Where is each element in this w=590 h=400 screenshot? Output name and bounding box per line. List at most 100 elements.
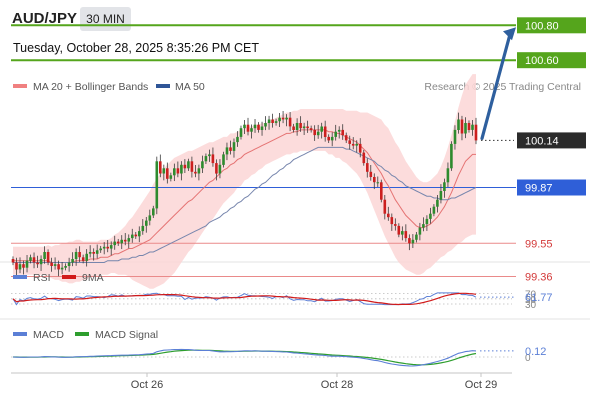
last-price-tag: [517, 132, 586, 149]
candle-bull: [330, 136, 334, 141]
candle-bear: [327, 136, 330, 141]
candle-bull: [464, 123, 467, 134]
candle-bull: [201, 161, 204, 169]
candle-bear: [50, 262, 53, 266]
candle-bull: [415, 234, 418, 240]
candle-bull: [250, 128, 253, 132]
candle-bull: [102, 246, 106, 249]
candle-bull: [432, 206, 436, 214]
candle-bear: [15, 262, 18, 270]
candle-bear: [271, 119, 274, 123]
candle-bear: [467, 123, 471, 130]
candle-bear: [474, 124, 478, 141]
legend-label-rsi-ma: 9MA: [82, 272, 104, 284]
legend-swatch-ma50: [156, 84, 170, 88]
candle-bull: [285, 117, 288, 120]
candle-bull: [453, 129, 457, 144]
candle-bull: [471, 124, 474, 130]
projection-arrow-shaft: [480, 32, 512, 141]
candle-bull: [439, 191, 443, 200]
candle-bear: [404, 231, 408, 239]
level-tag-text: 100.80: [525, 20, 559, 32]
candle-bull: [173, 168, 176, 176]
candle-bear: [194, 171, 197, 174]
candle-bear: [390, 217, 394, 225]
candle-bear: [373, 177, 376, 183]
legend-label-macd: MACD: [33, 329, 64, 341]
legend-swatch-rsi-ma: [62, 275, 76, 279]
candle-bull: [264, 123, 267, 127]
candle-bull: [39, 259, 43, 265]
bollinger-band-fill: [13, 74, 476, 289]
candle-bear: [211, 154, 215, 164]
projection-arrow: [480, 27, 516, 141]
rsi-tick-label: 50: [525, 295, 537, 306]
candle-bear: [159, 161, 162, 174]
candle-bear: [176, 168, 180, 174]
candle-bear: [309, 128, 313, 130]
candle-bull: [376, 182, 380, 184]
candle-bull: [222, 154, 225, 165]
candle-bear: [11, 259, 15, 263]
candle-bull: [429, 213, 432, 219]
candle-bull: [18, 264, 22, 270]
candle-bull: [131, 234, 134, 239]
candle-bear: [36, 262, 39, 265]
candle-bull: [127, 238, 131, 242]
x-axis: Oct 26 Oct 28 Oct 29: [131, 373, 497, 391]
candle-bull: [208, 154, 211, 157]
candle-bull: [99, 248, 102, 251]
candle-bull: [88, 252, 92, 254]
candle-bull: [187, 161, 190, 169]
candle-bull: [443, 182, 446, 191]
projection-arrowhead: [503, 27, 516, 41]
candle-bear: [460, 119, 464, 134]
candle-bear: [323, 126, 327, 137]
candle-bear: [341, 129, 344, 136]
level-tag-100.80: [517, 17, 586, 34]
ma20-line: [13, 129, 476, 263]
level-text-99.55: 99.55: [525, 238, 553, 250]
candle-bull: [334, 131, 337, 137]
candle-bull: [180, 164, 183, 174]
macd-last-label: 0.12: [525, 346, 546, 358]
candle-bull: [162, 168, 166, 174]
legend-swatch-macd-signal: [75, 332, 89, 336]
candle-bear: [292, 126, 295, 130]
candle-bull: [320, 126, 323, 132]
candle-bull: [71, 259, 74, 263]
candle-bear: [281, 117, 285, 120]
candle-bull: [74, 252, 78, 259]
timeframe-badge[interactable]: 30 MIN: [80, 7, 131, 31]
candle-bear: [123, 239, 127, 242]
candle-bear: [348, 140, 351, 144]
candle-bull: [60, 267, 64, 270]
candle-bull: [204, 156, 208, 162]
candle-bull: [218, 164, 222, 174]
candle-bear: [32, 257, 36, 263]
candle-bear: [190, 161, 194, 172]
last-price-text: 100.14: [525, 135, 559, 147]
candle-bear: [344, 135, 348, 141]
candle-bull: [274, 121, 278, 123]
legend-swatch-ma20: [13, 84, 27, 88]
candle-bull: [138, 231, 141, 237]
legend-label-rsi: RSI: [33, 272, 51, 284]
candle-bear: [46, 252, 50, 263]
candle-bull: [109, 245, 113, 249]
main-legend: MA 20 + Bollinger Bands MA 50 Research ©…: [13, 81, 581, 93]
legend-swatch-macd: [13, 332, 27, 336]
legend-label-macd-signal: MACD Signal: [95, 329, 158, 341]
candle-bull: [152, 208, 155, 216]
candle-bull: [236, 136, 239, 143]
rsi-legend: RSI 9MA: [13, 272, 104, 284]
price-levels: [11, 24, 516, 277]
candlesticks: [11, 110, 478, 277]
candle-bull: [232, 142, 236, 151]
candle-bear: [351, 143, 355, 146]
candle-bull: [422, 224, 425, 228]
candle-bull: [295, 123, 299, 130]
candle-bull: [457, 119, 460, 130]
candle-bull: [446, 168, 450, 183]
candle-bull: [450, 143, 453, 169]
